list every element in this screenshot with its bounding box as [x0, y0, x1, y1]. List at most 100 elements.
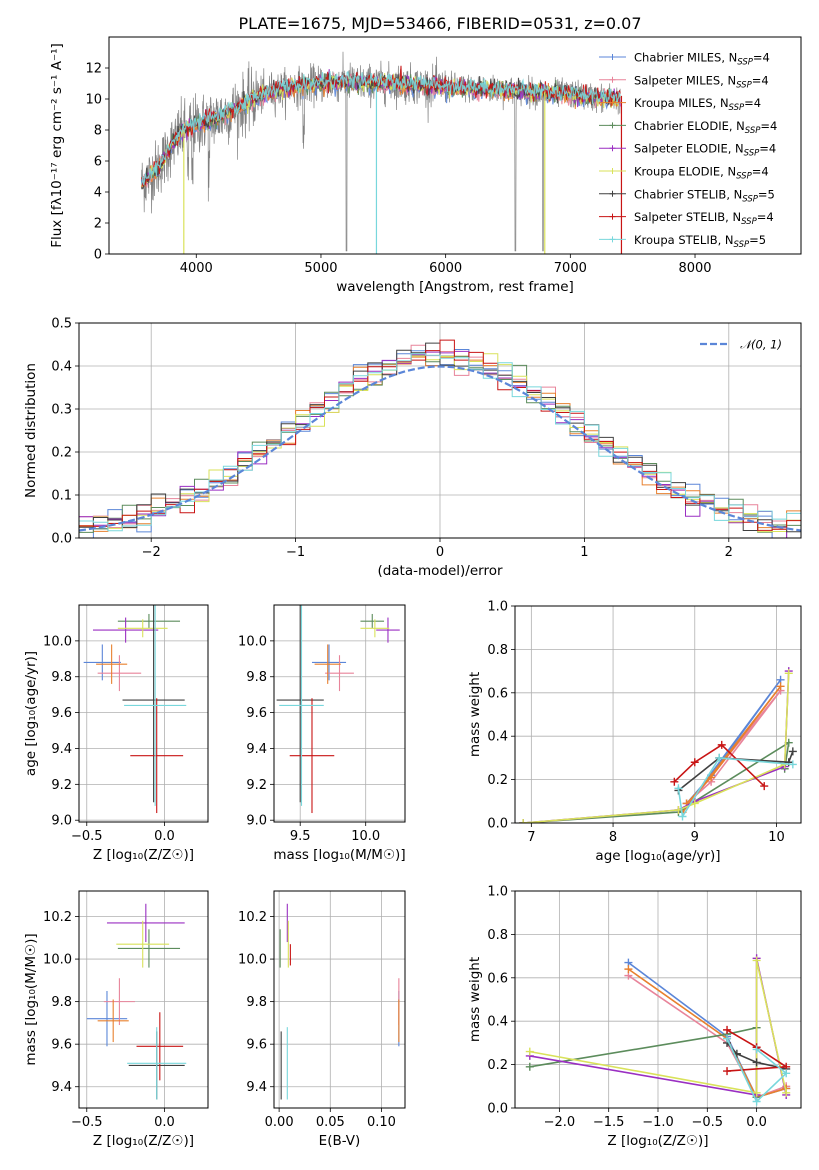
gaussian-curve: [79, 365, 801, 532]
tick-label-x: −0.5: [692, 1115, 724, 1130]
weight-marker: [752, 956, 761, 965]
weight_vs_Z-xlabel: Z [log₁₀(Z/Z☉)]: [607, 1133, 708, 1149]
weight-marker: [624, 965, 633, 974]
weight-line: [673, 743, 765, 787]
tick-label-x: −1.5: [593, 1115, 625, 1130]
tick-label-y: 0.8: [487, 928, 508, 943]
tick-label-y: 10.0: [43, 634, 72, 649]
legend-marker: [609, 145, 616, 152]
legend-entry: Salpeter ELODIE, NSSP=4: [634, 142, 776, 159]
tick-label-y: 9.4: [51, 1080, 72, 1095]
tick-label-x: 0.00: [265, 1115, 294, 1130]
tick-label-y: 9.6: [51, 1038, 72, 1053]
legend-marker: [609, 213, 616, 220]
residuals-xlabel: (data-model)/error: [377, 563, 503, 579]
tick-label-y: 10.2: [43, 910, 72, 925]
tick-label-y: 6: [94, 155, 102, 170]
legend-entry: Chabrier MILES, NSSP=4: [634, 51, 770, 68]
age_vs_Z-plot-area: [83, 605, 187, 814]
tick-label-y: 9.4: [246, 1080, 267, 1095]
tick-label-y: 9.6: [246, 706, 267, 721]
residuals-frame: [78, 322, 802, 539]
legend-entry: Kroupa STELIB, NSSP=5: [634, 233, 766, 250]
legend-entry: Chabrier STELIB, NSSP=5: [634, 187, 775, 204]
weight-marker: [717, 740, 726, 749]
tick-label-y: 9.4: [51, 742, 72, 757]
age_vs_mass-axes: 9.5 10.0 9.0 9.2 9.4 9.6 9.8 10.0 mass [log₁₀(M/…: [238, 604, 406, 863]
weight-marker: [776, 682, 785, 691]
model-spectrum: [140, 70, 621, 186]
tick-label-y: 9.8: [51, 670, 72, 685]
residuals-plot-area: [79, 339, 801, 538]
weight-marker: [519, 819, 528, 823]
weight-marker: [752, 1088, 761, 1097]
weight-marker: [525, 1047, 534, 1056]
legend-marker: [609, 76, 616, 83]
tick-label-y: 0.6: [487, 686, 508, 701]
weight-line: [677, 751, 794, 792]
weight-marker: [788, 747, 797, 756]
weight-line: [677, 757, 793, 819]
tick-label-x: 0.0: [154, 829, 175, 844]
tick-label-x: 6000: [429, 261, 462, 276]
mass_vs_Z-axes: −0.5 0.0 9.4 9.6 9.8 10.0 10.2 Z [log₁₀(Z/Z☉)] m…: [23, 890, 209, 1149]
weight_vs_age-ylabel: mass weight: [467, 672, 483, 757]
weight-marker: [752, 1058, 761, 1067]
tick-label-y: 1.0: [487, 885, 508, 900]
tick-label-y: 9.0: [51, 814, 72, 829]
weight_vs_Z-axes: −2.0 −1.5 −1.0 −0.5 0.0 0.0 0.2 0.4 0.6 0.8 1.0 Z […: [467, 885, 802, 1149]
spectrum-axes: 4000 5000 6000 7000 8000 0 2 4 6 8 10 12 wavelength …: [49, 36, 802, 295]
legend-entry: Kroupa MILES, NSSP=4: [634, 96, 761, 113]
weight-marker: [525, 1062, 534, 1071]
weight-marker: [723, 1067, 732, 1076]
tick-label-y: 12: [85, 62, 102, 77]
legend-marker: [609, 168, 616, 174]
mass_vs_Z-grid: [79, 891, 208, 1108]
tick-label-y: 9.4: [246, 742, 267, 757]
tick-label-x: 0.05: [316, 1115, 345, 1130]
mass_vs_ebv-plot-area: [279, 903, 400, 1100]
tick-label-y: 0: [94, 248, 102, 263]
weight-line: [627, 968, 787, 1099]
legend-marker: [609, 236, 616, 243]
tick-label-x: 4000: [180, 261, 213, 276]
weight-marker: [752, 1097, 761, 1106]
tick-label-y: 9.0: [246, 814, 267, 829]
tick-label-y: 0.1: [51, 489, 72, 504]
legend-entry: Kroupa ELODIE, NSSP=4: [634, 165, 769, 182]
tick-label-y: 0.3: [51, 403, 72, 418]
tick-label-y: 4: [94, 186, 102, 201]
weight-marker: [782, 1069, 791, 1078]
tick-label-x: 0.0: [154, 1115, 175, 1130]
tick-label-y: 9.8: [51, 995, 72, 1010]
weight_vs_age-frame: [514, 605, 802, 824]
tick-label-x: 9: [691, 830, 699, 845]
tick-label-x: 1: [580, 545, 588, 560]
tick-label-y: 0.0: [487, 1102, 508, 1117]
tick-label-x: 5000: [304, 261, 337, 276]
legend-entry: Salpeter MILES, NSSP=4: [634, 73, 769, 90]
tick-label-y: 10: [85, 93, 102, 108]
weight-line: [726, 1029, 789, 1072]
tick-label-y: 10.2: [238, 910, 267, 925]
figure-title: PLATE=1675, MJD=53466, FIBERID=0531, z=0…: [238, 14, 641, 33]
tick-label-y: 0.0: [487, 817, 508, 832]
tick-label-y: 0.2: [51, 446, 72, 461]
tick-label-x: −1: [286, 545, 305, 560]
tick-label-x: 9.5: [290, 829, 311, 844]
tick-label-x: −2: [142, 545, 161, 560]
spectrum-plot-area: [140, 51, 623, 254]
tick-label-y: 9.6: [51, 706, 72, 721]
tick-label-x: −2.0: [544, 1115, 576, 1130]
weight-marker: [674, 784, 683, 793]
tick-label-x: −1.0: [642, 1115, 674, 1130]
tick-label-x: −0.5: [71, 1115, 103, 1130]
legend-marker: [609, 122, 616, 129]
tick-label-y: 2: [94, 217, 102, 232]
mass_vs_ebv-frame: [273, 890, 406, 1109]
weight-line: [523, 673, 790, 823]
mass_vs_ebv-xlabel: E(B-V): [319, 1133, 361, 1149]
tick-label-y: 0.2: [487, 1058, 508, 1073]
weight-marker: [678, 812, 687, 821]
